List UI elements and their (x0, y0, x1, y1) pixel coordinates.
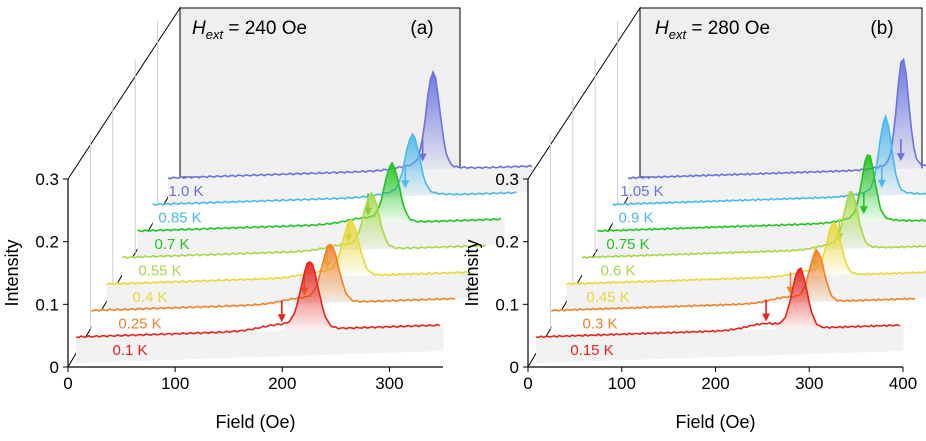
back-wall (639, 7, 923, 178)
series-label: 0.1 K (112, 342, 147, 359)
y-tick-label: 0.1 (35, 295, 59, 314)
series-label: 0.45 K (586, 289, 629, 306)
arrow-head (418, 153, 427, 162)
series-line (137, 161, 502, 233)
arrow-head (762, 313, 771, 322)
arrow-head (896, 153, 905, 162)
x-tick-label: 200 (701, 374, 729, 393)
x-tick-label: 0 (523, 374, 532, 393)
peak-fill (859, 116, 912, 197)
x-axis-label: Field (Oe) (215, 412, 295, 432)
x-tick-label: 100 (608, 374, 636, 393)
panel-a: 0 100 200 300 Field (Oe) 0 0.1 0.2 0.3 Intensity H… (2, 6, 536, 432)
series-line (550, 248, 916, 312)
series-line (152, 132, 517, 206)
x-axis-label: Field (Oe) (675, 412, 755, 432)
series-label: 1.0 K (168, 183, 203, 200)
series-line (121, 191, 487, 259)
panel-title: Hext = 240 Oe (192, 18, 307, 42)
panel-label: (a) (410, 18, 433, 39)
panel-label: (b) (870, 18, 893, 39)
y-tick-label: 0 (50, 358, 59, 377)
y-tick-label: 0.2 (35, 233, 59, 252)
series-line (627, 57, 926, 180)
x-tick-label: 200 (268, 374, 296, 393)
arrow-head (277, 314, 286, 323)
series-label: 1.05 K (620, 183, 663, 200)
y-tick-label: 0.1 (495, 295, 519, 314)
peak-fill (877, 59, 926, 170)
y-tick-label: 0 (510, 358, 519, 377)
series-line (167, 69, 533, 180)
series-label: 0.75 K (606, 236, 649, 253)
series-label: 0.3 K (582, 316, 617, 333)
peak-fill (283, 262, 336, 331)
panel-title: Hext = 280 Oe (655, 18, 770, 42)
series-label: 0.6 K (600, 263, 635, 280)
series-label: 0.25 K (118, 316, 161, 333)
series-label: 0.4 K (132, 289, 167, 306)
series-label: 0.9 K (618, 210, 653, 227)
x-tick-label: 300 (795, 374, 823, 393)
arrow-head (859, 206, 868, 215)
series-line (535, 267, 901, 339)
y-axis-label: Intensity (462, 239, 482, 306)
arrow-head (877, 179, 886, 188)
series-line (612, 113, 926, 207)
series-line (91, 243, 456, 312)
series-line (106, 219, 471, 286)
series-line (597, 153, 926, 233)
y-tick-label: 0.2 (495, 233, 519, 252)
series-line (75, 261, 441, 339)
series-line (581, 191, 926, 260)
series-label: 0.15 K (570, 342, 613, 359)
peak-fill (407, 72, 460, 171)
series-label: 0.7 K (154, 236, 189, 253)
slice-band (91, 298, 459, 337)
series-label: 0.55 K (138, 263, 181, 280)
series-label: 0.85 K (158, 210, 201, 227)
series-line (566, 221, 926, 286)
x-tick-label: 0 (63, 374, 72, 393)
arrow-head (401, 180, 410, 189)
panel-b: 0 100 200 300 400 Field (Oe) 0 0.1 0.2 0.3 Intensi… (462, 6, 926, 432)
x-tick-label: 100 (161, 374, 189, 393)
x-tick-label: 300 (375, 374, 403, 393)
x-tick-label: 400 (889, 374, 917, 393)
y-tick-label: 0.3 (35, 170, 59, 189)
y-axis-label: Intensity (2, 239, 22, 306)
y-tick-label: 0.3 (495, 170, 519, 189)
